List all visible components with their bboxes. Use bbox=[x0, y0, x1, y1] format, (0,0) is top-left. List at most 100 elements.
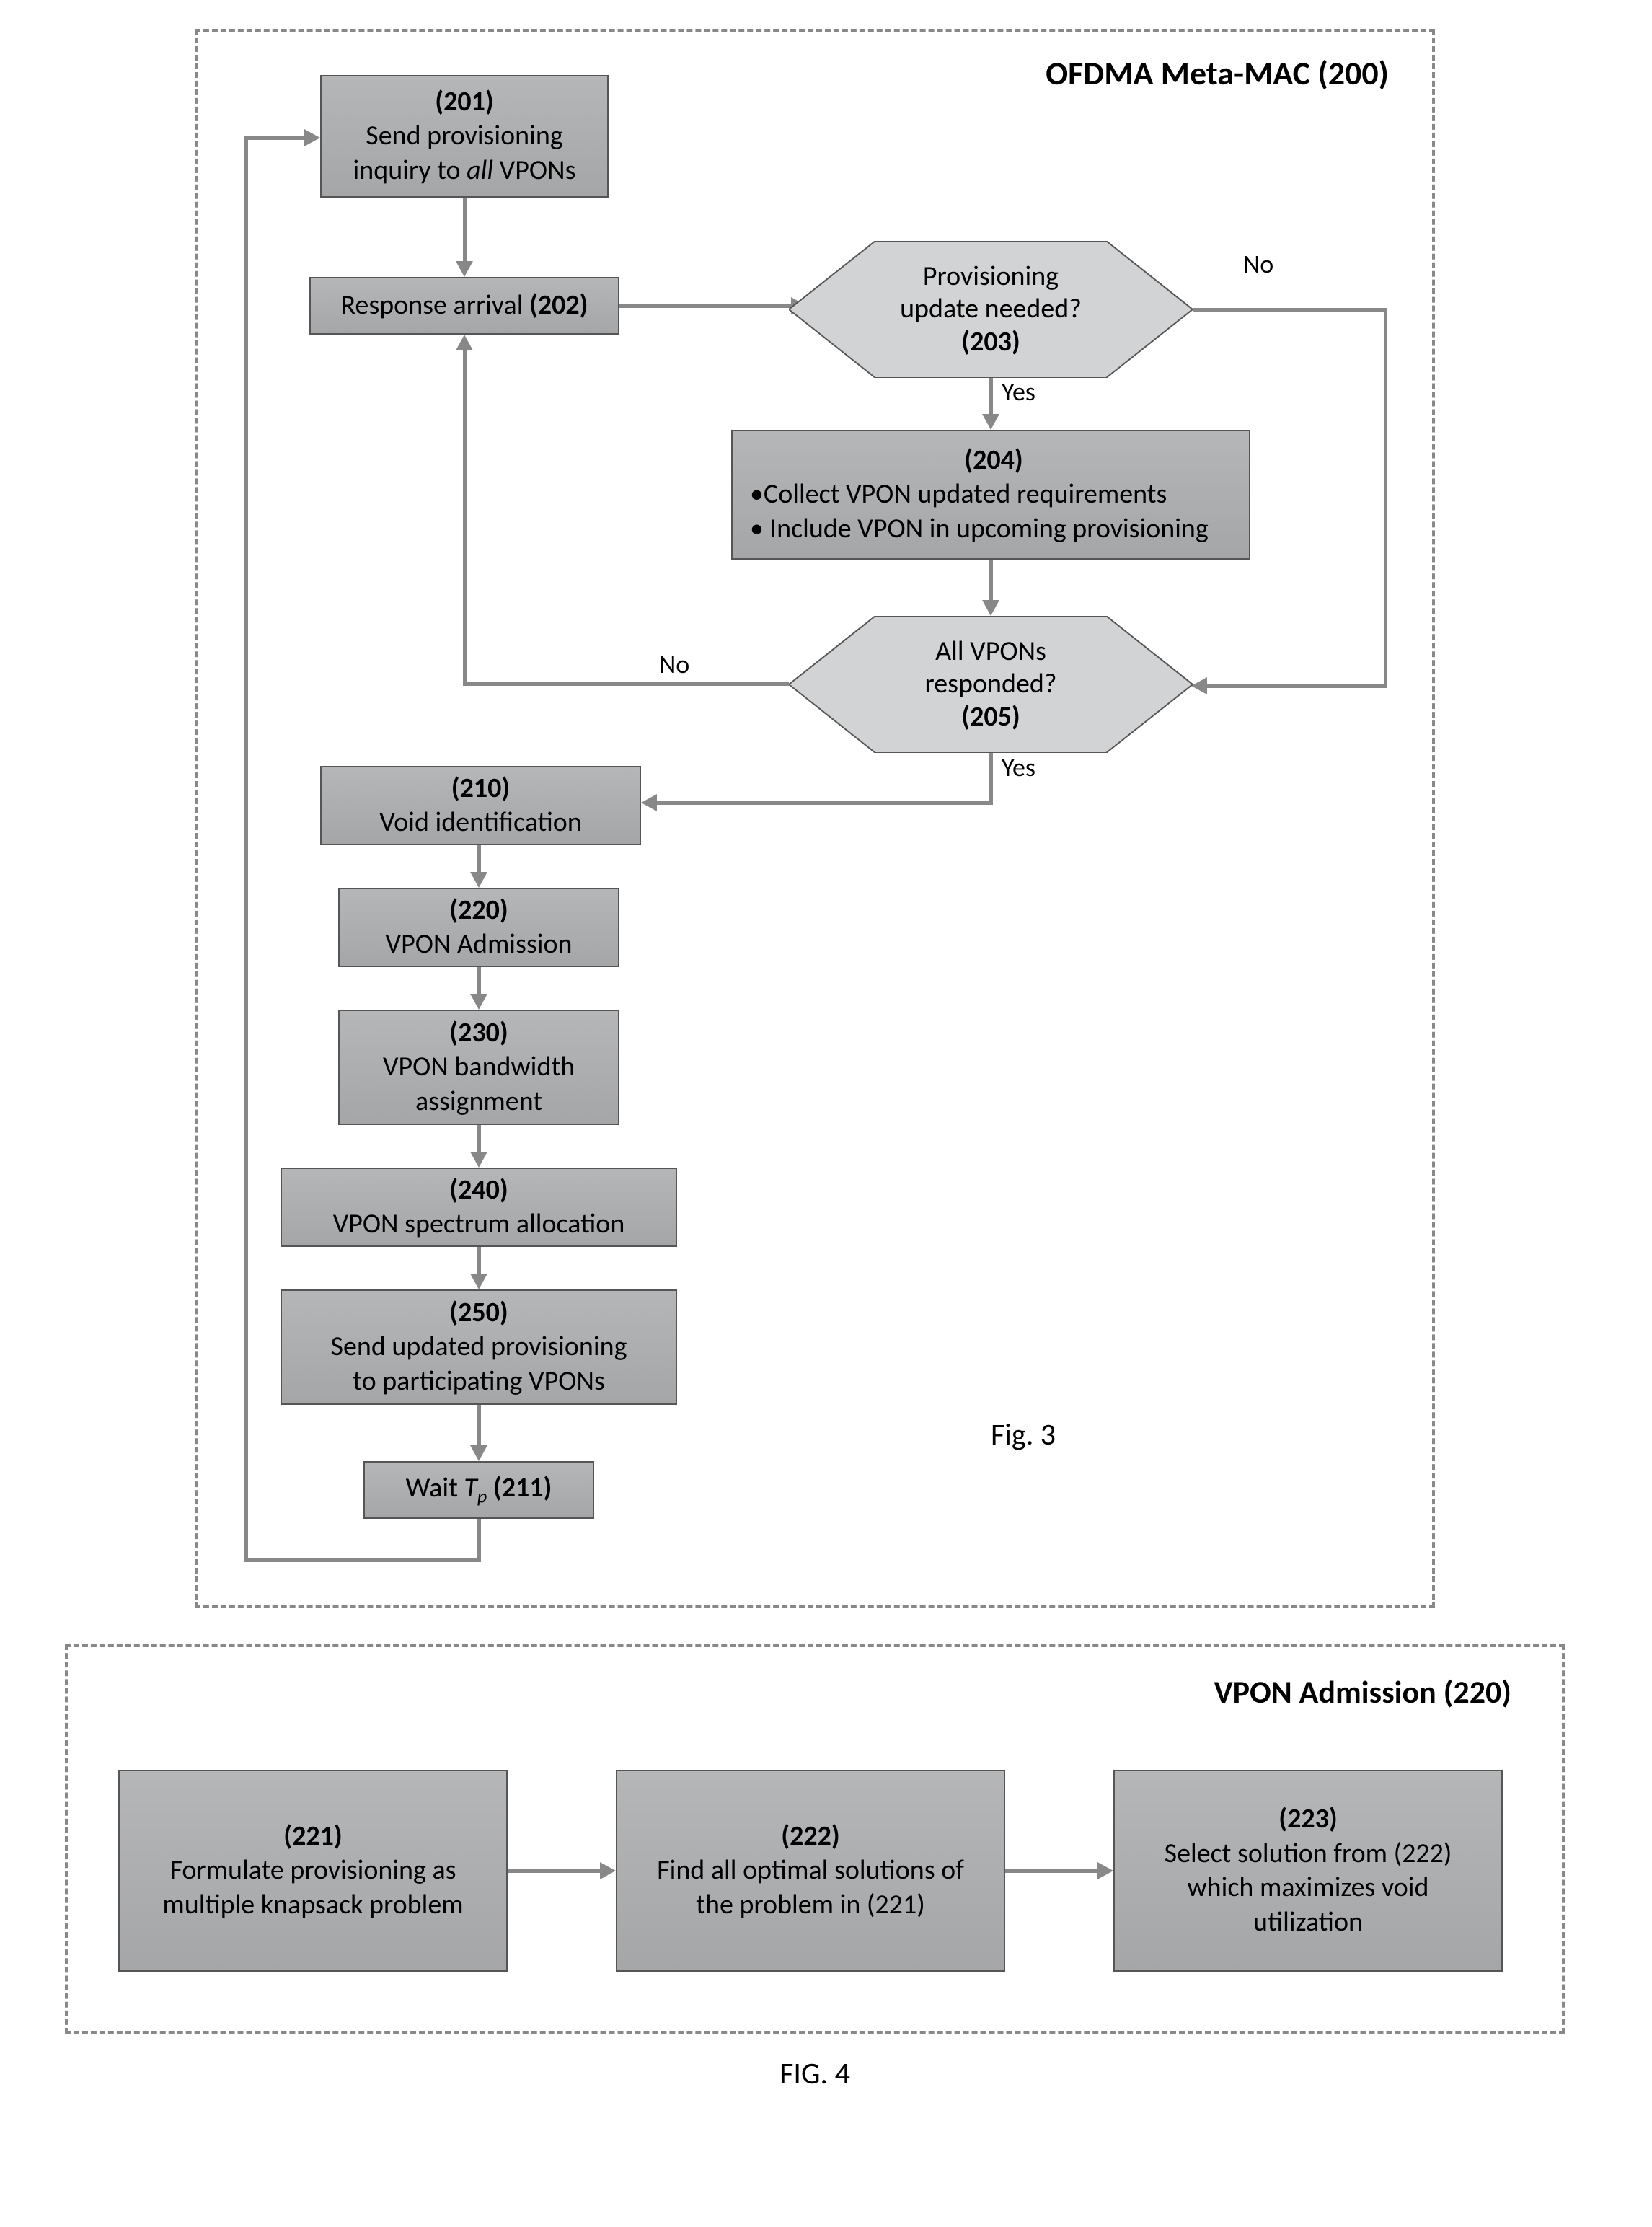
node-230-id: (230) bbox=[449, 1016, 508, 1051]
node-204-id: (204) bbox=[750, 444, 1237, 478]
arrowhead-210-220 bbox=[470, 872, 487, 888]
arrowhead-201-202 bbox=[456, 261, 473, 277]
node-223-l1: Select solution from (222) bbox=[1165, 1837, 1452, 1871]
arrow-220-230 bbox=[477, 967, 481, 996]
node-203-text: Provisioning update needed? (203) bbox=[900, 260, 1082, 359]
node-202-b: (202) bbox=[529, 288, 588, 322]
node-250-l2: to participating VPONs bbox=[353, 1364, 605, 1399]
node-240-id: (240) bbox=[449, 1173, 508, 1208]
node-203-id: (203) bbox=[900, 326, 1082, 359]
node-211-a: Wait bbox=[406, 1471, 464, 1504]
arrow-loop-h2 bbox=[244, 136, 306, 140]
arrowhead-loop bbox=[304, 129, 320, 146]
node-210-id: (210) bbox=[451, 772, 510, 806]
arrowhead-230-240 bbox=[470, 1152, 487, 1168]
arrow-loop-v2 bbox=[244, 136, 248, 1562]
node-221-l2: multiple knapsack problem bbox=[162, 1888, 463, 1923]
arrowhead-220-230 bbox=[470, 994, 487, 1010]
arrow-203-no-h bbox=[1193, 308, 1387, 312]
arrowhead-205-no bbox=[456, 335, 473, 350]
node-205: All VPONs responded? (205) bbox=[789, 616, 1193, 753]
arrow-205-yes-h bbox=[655, 801, 993, 805]
node-221: (221) Formulate provisioning as multiple… bbox=[118, 1770, 508, 1972]
node-204: (204) •Collect VPON updated requirements… bbox=[731, 430, 1250, 560]
arrow-loop-h bbox=[244, 1558, 481, 1562]
node-230-l2: assignment bbox=[415, 1085, 542, 1119]
node-221-l1: Formulate provisioning as bbox=[169, 1853, 456, 1888]
label-203-yes: Yes bbox=[1002, 376, 1035, 407]
arrow-205-no-v bbox=[463, 349, 467, 686]
fig4-label: FIG. 4 bbox=[65, 2055, 1565, 2092]
node-220: (220) VPON Admission bbox=[338, 888, 619, 967]
arrow-205-yes-v bbox=[989, 753, 993, 805]
node-223-l2: which maximizes void bbox=[1188, 1871, 1429, 1905]
node-220-id: (220) bbox=[449, 894, 508, 928]
node-222-l1: Find all optimal solutions of bbox=[657, 1853, 964, 1888]
arrow-203-204 bbox=[989, 378, 993, 418]
fig4-title: VPON Admission (220) bbox=[1214, 1672, 1511, 1711]
node-211-c: p bbox=[477, 1485, 487, 1508]
node-240-l1: VPON spectrum allocation bbox=[333, 1207, 625, 1242]
arrowhead-221-222 bbox=[600, 1862, 616, 1879]
node-211-text: Wait Tp (211) bbox=[406, 1471, 552, 1508]
node-222-id: (222) bbox=[781, 1820, 839, 1854]
node-240: (240) VPON spectrum allocation bbox=[281, 1168, 677, 1247]
fig4-container: VPON Admission (220) (221) Formulate pro… bbox=[65, 1644, 1565, 2034]
arrow-203-no-v bbox=[1384, 308, 1387, 688]
node-211-b: T bbox=[464, 1471, 477, 1504]
node-205-l2: responded? bbox=[925, 668, 1057, 701]
arrow-222-223 bbox=[1005, 1869, 1099, 1873]
node-205-text: All VPONs responded? (205) bbox=[925, 635, 1057, 734]
arrow-240-250 bbox=[477, 1247, 481, 1276]
node-201-l2: inquiry to all VPONs bbox=[353, 154, 576, 188]
node-222: (222) Find all optimal solutions of the … bbox=[616, 1770, 1005, 1972]
node-230: (230) VPON bandwidth assignment bbox=[338, 1010, 619, 1125]
node-202-text: Response arrival (202) bbox=[340, 288, 588, 323]
arrow-250-211 bbox=[477, 1405, 481, 1448]
arrow-201-202 bbox=[463, 198, 467, 263]
node-203-l1: Provisioning bbox=[900, 260, 1082, 294]
arrow-221-222 bbox=[508, 1869, 601, 1873]
node-211: Wait Tp (211) bbox=[363, 1461, 594, 1519]
node-223-id: (223) bbox=[1278, 1802, 1337, 1837]
node-202-a: Response arrival bbox=[340, 288, 529, 322]
node-230-l1: VPON bandwidth bbox=[383, 1050, 575, 1085]
node-201-l2c: VPONs bbox=[493, 154, 575, 187]
node-205-id: (205) bbox=[925, 701, 1057, 734]
node-221-id: (221) bbox=[283, 1820, 342, 1854]
node-222-l2: the problem in (221) bbox=[696, 1888, 924, 1923]
node-250-id: (250) bbox=[449, 1296, 508, 1331]
arrow-loop-v1 bbox=[477, 1519, 481, 1562]
fig3-container: OFDMA Meta-MAC (200) (201) Send provisio… bbox=[195, 29, 1435, 1608]
arrowhead-203-204 bbox=[982, 414, 999, 430]
node-203: Provisioning update needed? (203) bbox=[789, 241, 1193, 378]
fig3-title: OFDMA Meta-MAC (200) bbox=[1046, 53, 1389, 94]
node-201-l1: Send provisioning bbox=[366, 119, 562, 154]
node-210-l1: Void identification bbox=[379, 806, 582, 840]
node-204-l2: • Include VPON in upcoming provisioning bbox=[750, 512, 1209, 547]
label-203-no: No bbox=[1243, 248, 1273, 280]
arrowhead-222-223 bbox=[1097, 1862, 1113, 1879]
node-201-l2b: all bbox=[467, 154, 493, 187]
node-201-id: (201) bbox=[435, 85, 493, 120]
node-210: (210) Void identification bbox=[320, 766, 641, 845]
arrow-204-205 bbox=[989, 560, 993, 603]
node-201-l2a: inquiry to bbox=[353, 154, 467, 187]
arrow-203-no-h2 bbox=[1206, 684, 1387, 688]
arrow-210-220 bbox=[477, 845, 481, 874]
arrow-230-240 bbox=[477, 1125, 481, 1154]
node-201: (201) Send provisioning inquiry to all V… bbox=[320, 75, 609, 198]
node-204-l1: •Collect VPON updated requirements bbox=[750, 477, 1167, 512]
node-205-l1: All VPONs bbox=[925, 635, 1057, 669]
arrowhead-250-211 bbox=[470, 1445, 487, 1461]
node-223: (223) Select solution from (222) which m… bbox=[1113, 1770, 1503, 1972]
fig3-label: Fig. 3 bbox=[991, 1416, 1056, 1453]
node-250: (250) Send updated provisioning to parti… bbox=[281, 1289, 677, 1405]
arrowhead-205-yes bbox=[641, 794, 657, 811]
arrowhead-203-no bbox=[1191, 677, 1207, 694]
node-220-l1: VPON Admission bbox=[386, 927, 573, 962]
label-205-no: No bbox=[659, 648, 689, 680]
node-202: Response arrival (202) bbox=[309, 277, 619, 335]
arrowhead-204-205 bbox=[982, 600, 999, 616]
arrow-202-203 bbox=[619, 304, 792, 308]
